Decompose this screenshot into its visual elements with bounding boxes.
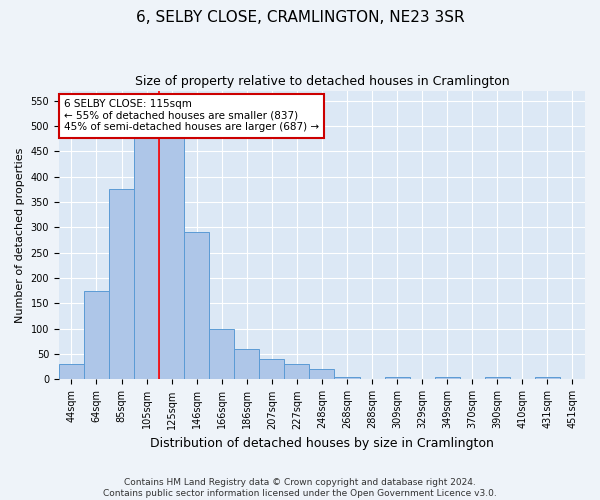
Bar [284,364,310,380]
Bar [84,291,109,380]
Bar [234,349,259,380]
Bar [535,377,560,380]
Title: Size of property relative to detached houses in Cramlington: Size of property relative to detached ho… [134,75,509,88]
Bar [184,232,209,380]
Bar [310,370,334,380]
Text: 6 SELBY CLOSE: 115sqm
← 55% of detached houses are smaller (837)
45% of semi-det: 6 SELBY CLOSE: 115sqm ← 55% of detached … [64,99,319,132]
Bar [134,121,159,380]
Bar [385,377,410,380]
Y-axis label: Number of detached properties: Number of detached properties [15,148,25,322]
Bar [159,121,184,380]
Bar [209,329,234,380]
Bar [434,377,460,380]
Bar [334,377,359,380]
Bar [109,190,134,380]
Text: 6, SELBY CLOSE, CRAMLINGTON, NE23 3SR: 6, SELBY CLOSE, CRAMLINGTON, NE23 3SR [136,10,464,25]
Bar [59,364,84,380]
Bar [485,377,510,380]
Bar [259,359,284,380]
Text: Contains HM Land Registry data © Crown copyright and database right 2024.
Contai: Contains HM Land Registry data © Crown c… [103,478,497,498]
X-axis label: Distribution of detached houses by size in Cramlington: Distribution of detached houses by size … [150,437,494,450]
